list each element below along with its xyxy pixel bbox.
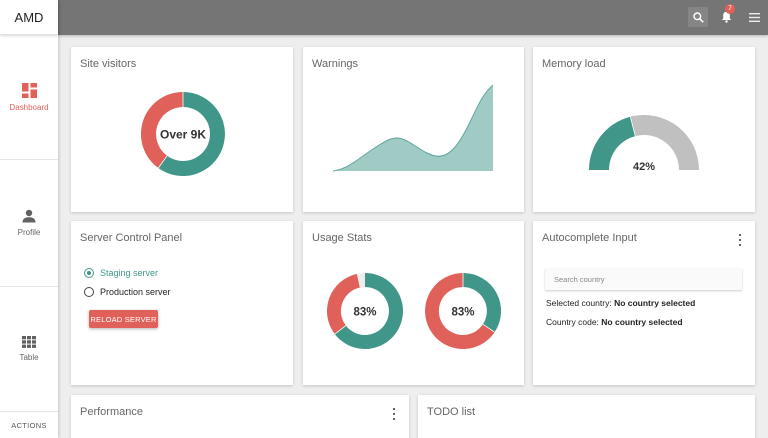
more-vert-icon[interactable] [391,408,397,420]
card-title: Usage Stats [312,232,372,244]
top-app-bar: 7 [58,0,768,35]
radio-button-checked[interactable] [84,268,94,278]
country-search-input[interactable] [545,268,742,290]
card-usage-stats: Usage Stats 83% 83% [303,221,524,385]
card-title: Server Control Panel [80,232,183,244]
hamburger-menu-icon [748,12,760,22]
card-warnings: Warnings [303,47,524,212]
radio-staging-server[interactable]: Staging server [84,268,158,278]
card-title: Memory load [542,58,606,70]
person-icon [22,209,36,223]
gauge-value-label: 42% [633,161,655,173]
sidebar-item-profile[interactable]: Profile [0,160,58,287]
donut-center-label: 83% [353,307,376,319]
site-visitors-donut-chart: Over 9K [140,91,225,176]
sidebar: AMD Dashboard Profile Table ACTIONS [0,0,58,438]
card-title: Performance [80,406,143,418]
country-code-line: Country code: No country selected [546,317,683,327]
menu-button[interactable] [744,7,764,27]
more-vert-icon[interactable] [737,234,743,246]
sidebar-item-label: Table [19,353,39,362]
donut-center-label: Over 9K [160,128,206,142]
card-title: Autocomplete Input [542,232,637,244]
radio-production-server[interactable]: Production server [84,287,171,297]
actions-button[interactable]: ACTIONS [11,420,47,430]
reload-server-button[interactable]: RELOAD SERVER [89,310,158,328]
card-site-visitors: Site visitors Over 9K [71,47,293,212]
card-title: TODO list [427,406,476,418]
usage-donut-1: 83% [326,273,403,349]
sidebar-item-label: Dashboard [9,102,49,112]
country-code-label: Country code: [546,317,599,327]
notification-count-badge: 7 [725,4,735,14]
notifications-button[interactable]: 7 [716,4,736,27]
memory-load-gauge: 42% [589,114,699,173]
sidebar-item-table[interactable]: Table [0,287,58,412]
search-icon [692,11,704,23]
warnings-area-chart [332,84,494,172]
card-memory-load: Memory load 42% [533,47,755,212]
card-title: Warnings [312,58,359,70]
donut-center-label: 83% [451,307,474,319]
grid-icon [22,336,36,348]
search-button[interactable] [688,7,708,27]
card-performance: Performance [71,395,409,438]
brand-logo[interactable]: AMD [0,0,58,35]
dashboard-icon [21,82,37,98]
usage-donut-2: 83% [425,272,502,349]
sidebar-item-dashboard[interactable]: Dashboard [0,35,58,160]
card-autocomplete-input: Autocomplete Input Selected country: No … [533,221,755,385]
selected-country-value: No country selected [614,298,696,308]
radio-button[interactable] [84,287,94,297]
radio-label: Staging server [100,268,159,278]
selected-country-label: Selected country: [546,298,612,308]
radio-label: Production server [100,287,171,297]
sidebar-item-label: Profile [17,228,41,237]
selected-country-line: Selected country: No country selected [546,298,695,308]
usage-stats-donut-charts: 83% 83% [326,272,502,349]
country-code-value: No country selected [601,317,683,327]
card-todo-list: TODO list [418,395,755,438]
card-title: Site visitors [80,58,137,70]
card-server-control-panel: Server Control Panel Staging server Prod… [71,221,293,385]
